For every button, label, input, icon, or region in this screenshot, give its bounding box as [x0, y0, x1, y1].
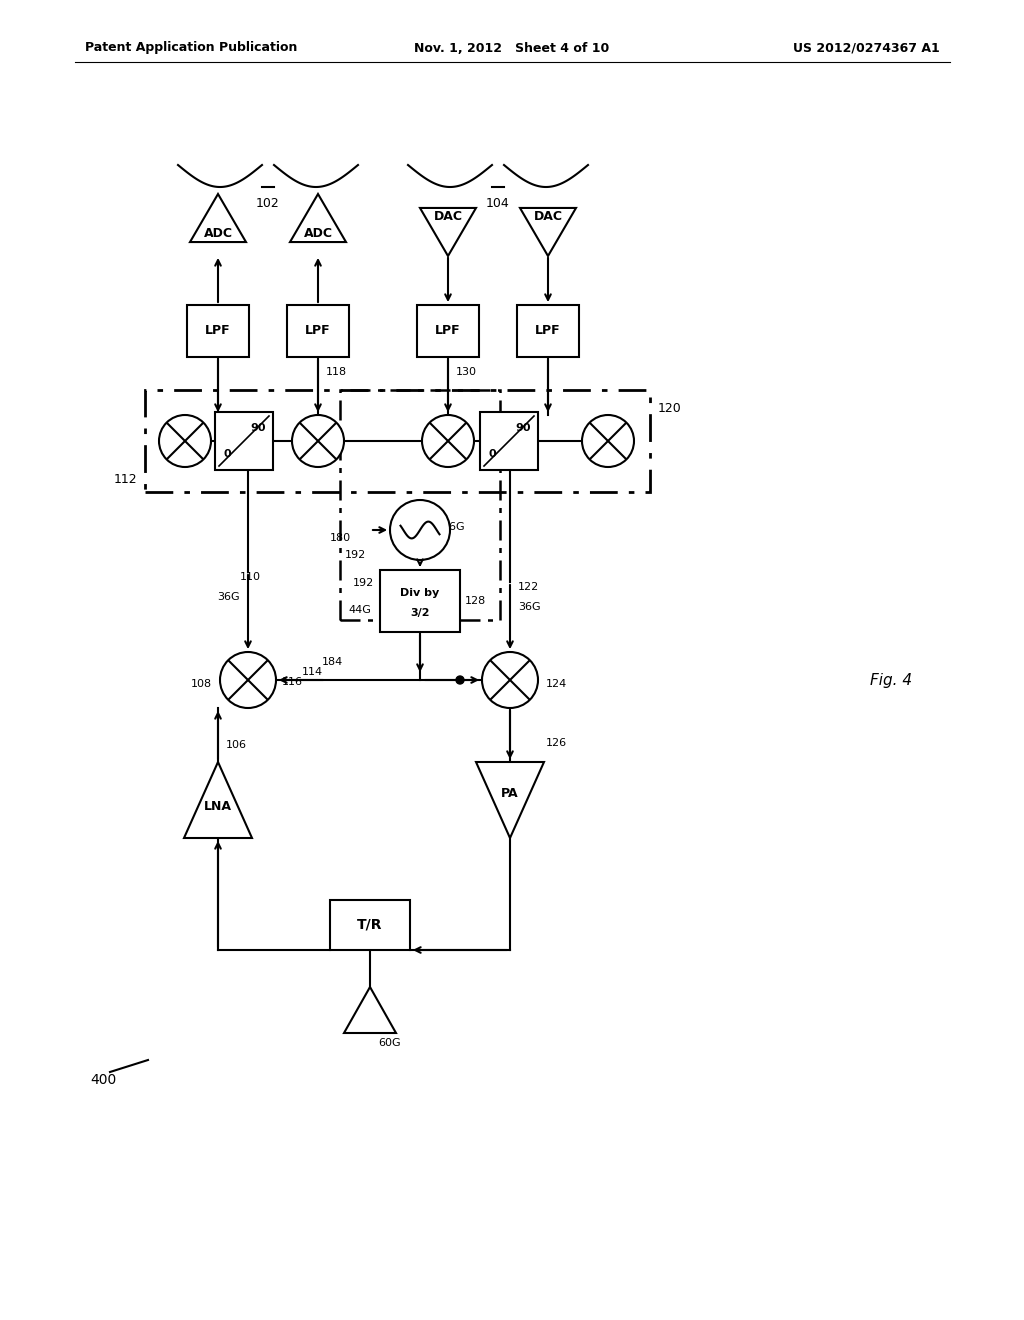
Text: PA: PA	[501, 788, 519, 800]
Text: Div by: Div by	[400, 587, 439, 598]
Bar	[340, 389, 500, 620]
Text: Fig. 4: Fig. 4	[870, 672, 912, 688]
Circle shape	[390, 500, 450, 560]
Polygon shape	[420, 209, 476, 256]
Bar	[287, 305, 349, 356]
Bar	[330, 900, 410, 950]
Text: 124: 124	[546, 678, 567, 689]
Text: Nov. 1, 2012   Sheet 4 of 10: Nov. 1, 2012 Sheet 4 of 10	[415, 41, 609, 54]
Text: 36G: 36G	[442, 521, 465, 532]
Polygon shape	[290, 194, 346, 242]
Text: DAC: DAC	[433, 210, 463, 223]
Text: 130: 130	[456, 367, 477, 378]
Text: LNA: LNA	[204, 800, 232, 813]
Text: 104: 104	[486, 197, 510, 210]
Text: 120: 120	[658, 403, 682, 414]
Circle shape	[422, 414, 474, 467]
Text: 126: 126	[546, 738, 567, 748]
Text: 3/2: 3/2	[411, 609, 430, 618]
Text: 184: 184	[322, 657, 343, 667]
Text: 102: 102	[256, 197, 280, 210]
Text: ADC: ADC	[204, 227, 232, 240]
Text: 400: 400	[90, 1073, 117, 1086]
Bar	[215, 412, 273, 470]
Text: 36G: 36G	[518, 602, 541, 612]
Text: 0: 0	[224, 449, 231, 459]
Text: T/R: T/R	[357, 917, 383, 932]
Text: LPF: LPF	[305, 325, 331, 338]
Polygon shape	[476, 762, 544, 838]
Text: US 2012/0274367 A1: US 2012/0274367 A1	[794, 41, 940, 54]
Text: DAC: DAC	[534, 210, 562, 223]
Text: 128: 128	[465, 597, 486, 606]
Text: LPF: LPF	[435, 325, 461, 338]
Text: 90: 90	[251, 424, 266, 433]
Text: 122: 122	[518, 582, 540, 591]
Circle shape	[292, 414, 344, 467]
Text: LPF: LPF	[205, 325, 230, 338]
Text: 106: 106	[226, 741, 247, 750]
Bar	[145, 389, 650, 492]
Text: LPF: LPF	[536, 325, 561, 338]
Text: 108: 108	[190, 678, 212, 689]
Text: 44G: 44G	[348, 605, 371, 615]
Bar	[480, 412, 538, 470]
Bar	[187, 305, 249, 356]
Circle shape	[159, 414, 211, 467]
Circle shape	[220, 652, 276, 708]
Polygon shape	[344, 987, 396, 1034]
Bar	[380, 570, 460, 632]
Circle shape	[482, 652, 538, 708]
Text: 110: 110	[240, 572, 261, 582]
Text: Patent Application Publication: Patent Application Publication	[85, 41, 297, 54]
Text: 0: 0	[488, 449, 497, 459]
Text: 90: 90	[516, 424, 531, 433]
Polygon shape	[190, 194, 246, 242]
Polygon shape	[184, 762, 252, 838]
Text: 114: 114	[302, 667, 324, 677]
Text: 180: 180	[330, 533, 351, 543]
Text: 116: 116	[282, 677, 303, 686]
Text: 60G: 60G	[378, 1038, 400, 1048]
Text: 36G: 36G	[217, 591, 240, 602]
Text: ADC: ADC	[303, 227, 333, 240]
Bar	[517, 305, 579, 356]
Text: 118: 118	[326, 367, 347, 378]
Circle shape	[456, 676, 464, 684]
Circle shape	[582, 414, 634, 467]
Text: 192: 192	[352, 578, 374, 587]
Text: 112: 112	[114, 473, 137, 486]
Bar	[417, 305, 479, 356]
Polygon shape	[520, 209, 575, 256]
Text: 192: 192	[345, 550, 366, 560]
